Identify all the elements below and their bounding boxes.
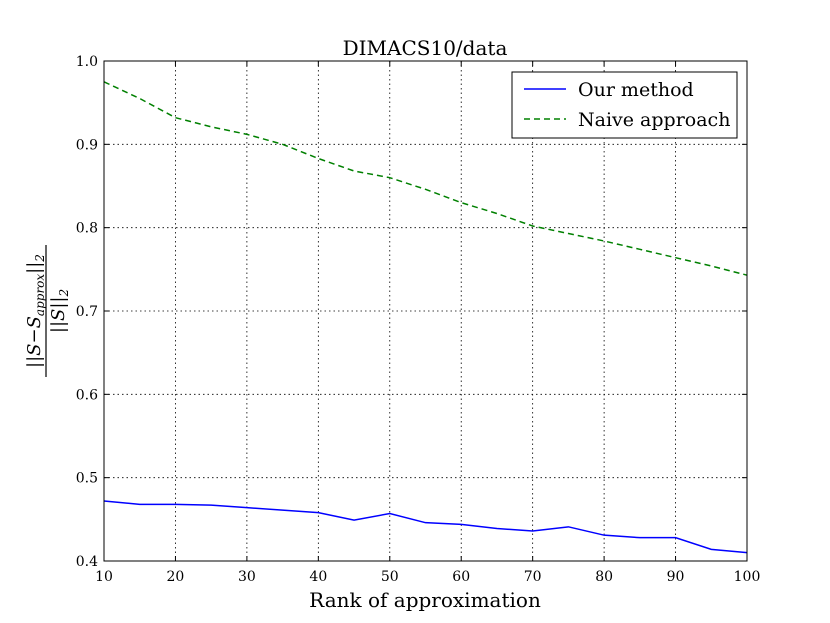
y-tick-label: 0.4	[76, 554, 98, 570]
y-axis-label-numerator: ||S−Sapprox||2	[24, 254, 47, 368]
plot-frame	[103, 60, 748, 562]
y-label-num-main: ||S−S	[24, 316, 45, 368]
series-line-our-method	[103, 500, 748, 554]
x-axis-label: Rank of approximation	[309, 588, 541, 612]
y-tick-label: 0.8	[76, 221, 98, 237]
x-tick-label: 50	[381, 569, 399, 585]
x-tick-label: 70	[524, 569, 542, 585]
x-tick-label: 100	[734, 569, 761, 585]
y-tick-label: 0.9	[76, 137, 98, 153]
legend-label-naive-approach: Naive approach	[578, 109, 730, 131]
y-label-num-end: ||	[24, 262, 45, 274]
y-tick-label: 0.7	[76, 304, 98, 320]
x-tick-label: 60	[452, 569, 470, 585]
y-label-den-sub: 2	[57, 289, 71, 298]
y-tick-label: 0.6	[76, 387, 98, 403]
y-label-den-main: ||S||	[48, 297, 69, 334]
y-axis-label: ||S−Sapprox||2 ||S||2	[24, 245, 71, 377]
x-tick-label: 80	[595, 569, 613, 585]
legend-box	[511, 71, 738, 139]
y-tick-label: 0.5	[76, 471, 98, 487]
y-axis-label-denominator: ||S||2	[48, 289, 71, 333]
series-layer	[103, 81, 748, 554]
series-line-naive-approach	[103, 81, 748, 276]
x-tick-label: 90	[667, 569, 685, 585]
y-tick-label: 1.0	[76, 54, 98, 70]
legend: Our method Naive approach	[511, 71, 738, 139]
x-tick-label: 30	[238, 569, 256, 585]
x-tick-label: 10	[95, 569, 113, 585]
chart-title: DIMACS10/data	[343, 36, 508, 60]
legend-label-our-method: Our method	[578, 79, 694, 101]
y-label-num-sub: approx	[33, 274, 47, 316]
y-label-num-end-sub: 2	[33, 254, 47, 263]
x-tick-label: 40	[309, 569, 327, 585]
y-tick-labels: 0.4 0.5 0.6 0.7 0.8 0.9 1.0	[76, 54, 98, 570]
x-tick-labels: 10 20 30 40 50 60 70 80 90 100	[95, 569, 760, 585]
x-tick-label: 20	[167, 569, 185, 585]
